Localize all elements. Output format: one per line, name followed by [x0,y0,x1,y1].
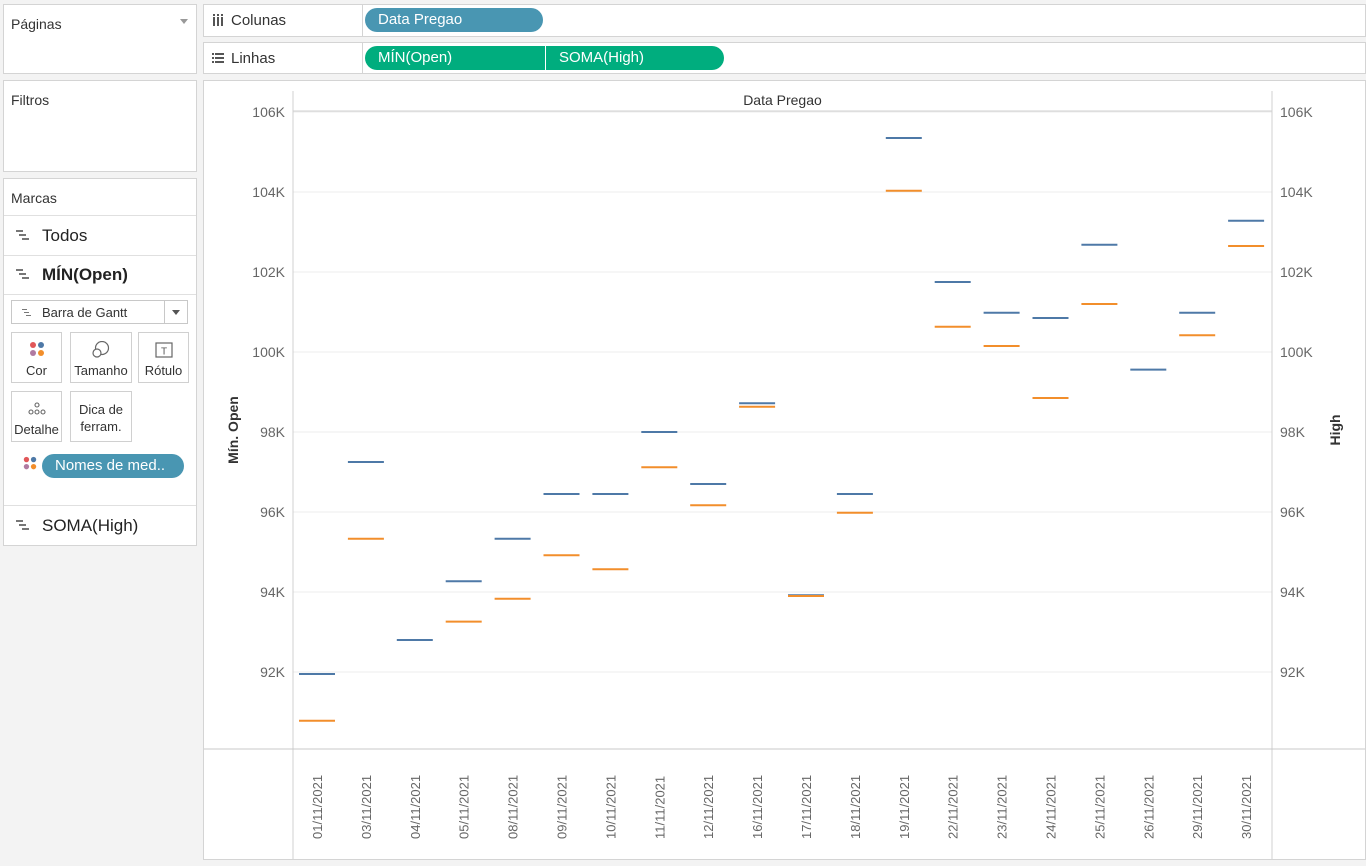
gantt-mark-icon [16,269,32,279]
gantt-mark-icon [16,230,32,240]
rows-shelf-label: Linhas [231,50,276,67]
x-tick-label: 23/11/2021 [995,775,1010,839]
y-tick-label-right: 104K [1280,184,1313,200]
filters-panel-title: Filtros [11,92,50,108]
color-button-label: Cor [26,363,47,378]
gantt-mark-icon [16,520,32,530]
gantt-chart[interactable]: Data Pregao 92K 92K 94K 94K 96K 96K 98K 98K 100K 1… [204,81,1365,859]
x-tick-label: 12/11/2021 [701,775,716,839]
marks-row-label: SOMA(High) [42,516,139,535]
y-tick-label-left: 100K [252,344,285,360]
pages-panel-title: Páginas [11,16,62,32]
column-header-title: Data Pregao [743,92,822,108]
y-tick-label-left: 102K [252,264,285,280]
y-tick-label-right: 106K [1280,104,1313,120]
color-icon [29,342,44,356]
size-button-label: Tamanho [74,363,128,378]
color-icon [23,456,37,470]
detail-icon [27,402,46,415]
row-pill-min-open[interactable]: MÍN(Open) [365,46,545,70]
x-tick-label: 10/11/2021 [603,775,618,839]
gantt-mark-icon [22,309,34,317]
x-tick-label: 08/11/2021 [506,775,521,839]
columns-shelf-label: Colunas [231,12,287,29]
label-button[interactable]: T Rótulo [138,332,189,383]
x-tick-label: 30/11/2021 [1239,775,1254,839]
color-button[interactable]: Cor [11,332,62,383]
marks-row-todos[interactable]: Todos [4,215,196,256]
y-tick-label-left: 106K [252,104,285,120]
y-tick-label-right: 92K [1280,664,1306,680]
pages-dropdown-icon[interactable] [180,19,188,24]
y-tick-label-left: 94K [260,584,286,600]
dropdown-separator [164,301,165,323]
y-tick-label-left: 98K [260,424,286,440]
rows-shelf: Linhas MÍN(Open) SOMA(High) [203,42,1366,74]
tooltip-button[interactable]: Dica de ferram. [70,391,132,442]
y-axis-title-right: High [1327,414,1343,445]
x-tick-label: 01/11/2021 [310,775,325,839]
x-tick-label: 11/11/2021 [652,776,667,839]
tooltip-button-label-1: Dica de [78,402,124,417]
x-tick-label: 26/11/2021 [1141,775,1156,839]
y-tick-label-left: 96K [260,504,286,520]
detail-button[interactable]: Detalhe [11,391,62,442]
tooltip-button-label-2: ferram. [80,419,122,434]
marks-row-soma-high[interactable]: SOMA(High) [4,505,196,545]
label-icon: T [154,342,173,358]
x-tick-label: 29/11/2021 [1190,775,1205,839]
shelf-divider [362,43,363,73]
marks-panel-title: Marcas [11,190,57,206]
x-tick-label: 22/11/2021 [946,775,961,839]
x-tick-label: 19/11/2021 [897,775,912,839]
detail-button-label: Detalhe [14,422,59,437]
y-tick-label-right: 94K [1280,584,1306,600]
x-tick-label: 03/11/2021 [359,775,374,839]
rows-icon [212,53,224,63]
y-tick-label-right: 96K [1280,504,1306,520]
measure-names-pill[interactable]: Nomes de med.. [42,454,184,478]
marks-row-label: Todos [42,226,88,245]
marks-row-min-open[interactable]: MÍN(Open) [4,255,196,295]
x-tick-label: 04/11/2021 [408,775,423,839]
x-tick-label: 18/11/2021 [848,775,863,839]
x-tick-label: 24/11/2021 [1044,775,1059,839]
shelf-divider [362,5,363,36]
svg-text:T: T [160,347,166,358]
filters-panel[interactable]: Filtros [3,80,197,172]
y-tick-label-right: 98K [1280,424,1306,440]
pages-panel[interactable]: Páginas [3,4,197,74]
columns-icon [213,14,223,26]
y-tick-label-left: 104K [252,184,285,200]
marks-panel: Marcas Todos MÍN(Open) Barra de Gantt Co… [3,178,197,546]
mark-type-dropdown[interactable]: Barra de Gantt [11,300,188,324]
x-tick-label: 05/11/2021 [457,775,472,839]
columns-shelf: Colunas Data Pregao [203,4,1366,37]
x-tick-label: 17/11/2021 [799,775,814,839]
size-icon [92,341,110,358]
chart-area[interactable]: Data Pregao 92K 92K 94K 94K 96K 96K 98K 98K 100K 1… [203,80,1366,860]
y-tick-label-right: 102K [1280,264,1313,280]
row-pill-soma-high[interactable]: SOMA(High) [546,46,724,70]
x-tick-label: 16/11/2021 [750,775,765,839]
x-tick-label: 25/11/2021 [1092,775,1107,839]
column-pill-data-pregao[interactable]: Data Pregao [365,8,543,32]
size-button[interactable]: Tamanho [70,332,132,383]
chevron-down-icon[interactable] [172,310,180,315]
marks-row-label: MÍN(Open) [42,265,128,284]
y-tick-label-left: 92K [260,664,286,680]
mark-type-label: Barra de Gantt [42,305,128,320]
y-axis-title-left: Mín. Open [225,396,241,464]
y-tick-label-right: 100K [1280,344,1313,360]
label-button-label: Rótulo [144,363,183,378]
x-tick-label: 09/11/2021 [555,775,570,839]
